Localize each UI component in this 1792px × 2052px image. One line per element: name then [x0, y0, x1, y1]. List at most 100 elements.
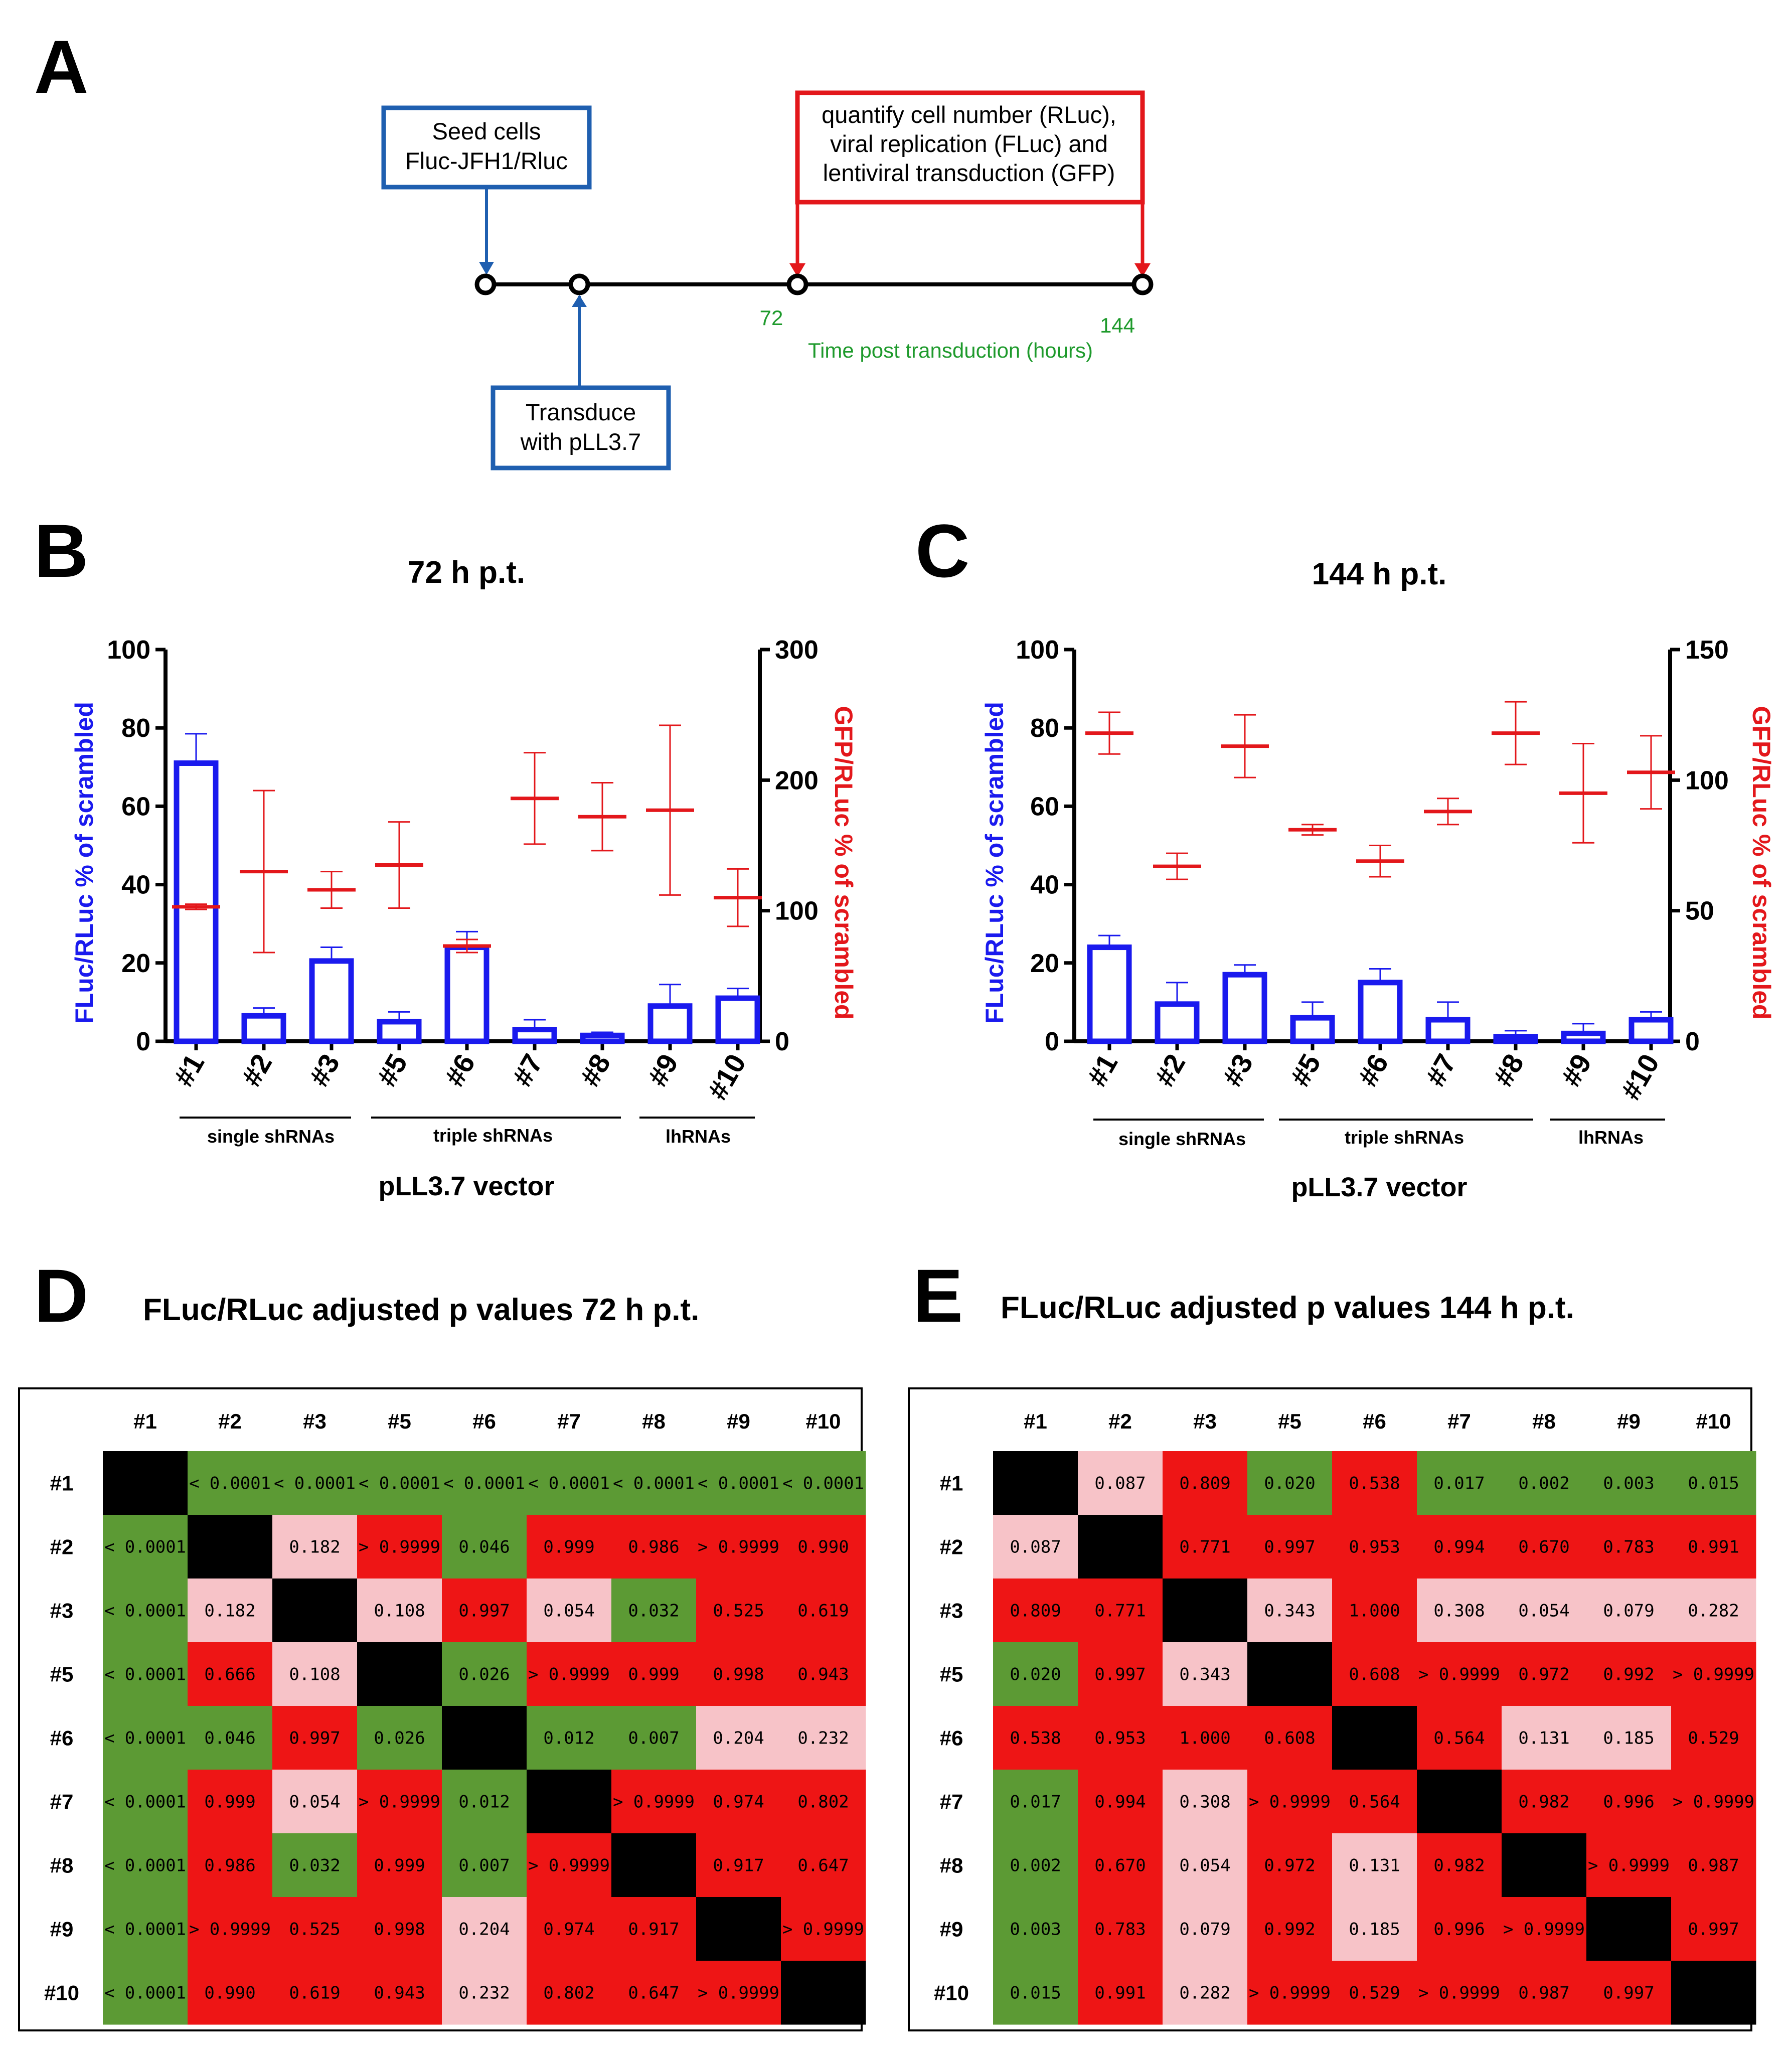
- matrix-diagonal-cell: [442, 1706, 527, 1770]
- chart-b-group-lhrnas: lhRNAs: [666, 1126, 731, 1147]
- matrix-cell-value: 0.991: [1688, 1537, 1739, 1557]
- matrix-cell: [1417, 1706, 1502, 1770]
- matrix-cell-value: 0.054: [1518, 1601, 1569, 1621]
- right-tick-label: 150: [1685, 636, 1729, 665]
- matrix-cell: [781, 1770, 866, 1834]
- matrix-column-header: #5: [388, 1409, 411, 1433]
- matrix-diagonal-cell: [188, 1515, 273, 1579]
- matrix-cell-value: 0.771: [1094, 1601, 1146, 1621]
- matrix-row-header: #1: [50, 1472, 74, 1495]
- matrix-cell: [1586, 1579, 1672, 1643]
- matrix-cell-value: 0.999: [204, 1792, 255, 1812]
- matrix-diagonal-cell: [1247, 1642, 1333, 1706]
- x-tick-label: #1: [1081, 1049, 1124, 1091]
- fluc-bar: [1493, 1034, 1538, 1044]
- matrix-cell: [1671, 1897, 1756, 1961]
- matrix-diagonal-cell: [103, 1451, 188, 1515]
- matrix-cell-value: 0.020: [1010, 1665, 1061, 1685]
- matrix-cell-value: > 0.9999: [359, 1537, 440, 1557]
- matrix-cell-value: 0.185: [1349, 1920, 1400, 1940]
- matrix-cell: [611, 1642, 697, 1706]
- fluc-bar: [377, 1019, 422, 1044]
- matrix-cell: [1332, 1833, 1417, 1898]
- transduce-box-line-1: Transduce: [526, 399, 636, 425]
- matrix-column-header: #10: [1696, 1409, 1731, 1433]
- chart-c-group-triple: triple shRNAs: [1345, 1127, 1464, 1148]
- timeline-point-72: [786, 273, 808, 295]
- left-tick-label: 20: [1030, 949, 1059, 978]
- matrix-cell: [1502, 1579, 1587, 1643]
- matrix-cell: [1586, 1451, 1672, 1515]
- matrix-cell: [1332, 1770, 1417, 1834]
- matrix-cell-value: 0.182: [289, 1537, 340, 1557]
- matrix-cell-value: 0.992: [1264, 1920, 1315, 1940]
- matrix-cell: [527, 1515, 612, 1579]
- matrix-cell-value: 0.997: [458, 1601, 510, 1621]
- matrix-cell: [993, 1515, 1078, 1579]
- matrix-cell: [103, 1515, 188, 1579]
- matrix-cell-value: 0.046: [458, 1537, 510, 1557]
- matrix-cell: [272, 1897, 358, 1961]
- matrix-column-header: #8: [642, 1409, 666, 1433]
- matrix-d-title: FLuc/RLuc adjusted p values 72 h p.t.: [143, 1293, 699, 1327]
- matrix-cell: [1671, 1706, 1756, 1770]
- matrix-cell-value: 0.974: [713, 1792, 764, 1812]
- matrix-cell: [527, 1706, 612, 1770]
- x-tick-label: #10: [1614, 1049, 1665, 1105]
- transduce-box-line-2: with pLL3.7: [520, 428, 641, 455]
- matrix-cell: [696, 1642, 781, 1706]
- matrix-cell: [993, 1770, 1078, 1834]
- matrix-cell-value: 0.282: [1688, 1601, 1739, 1621]
- matrix-cell: [527, 1579, 612, 1643]
- left-tick-label: 80: [1030, 714, 1059, 743]
- matrix-cell-value: 0.108: [289, 1665, 340, 1685]
- matrix-cell: [188, 1706, 273, 1770]
- left-tick-label: 0: [136, 1027, 150, 1056]
- matrix-column-header: #6: [472, 1409, 496, 1433]
- matrix-cell: [1671, 1451, 1756, 1515]
- matrix-cell-value: 0.997: [1688, 1920, 1739, 1940]
- left-tick-label: 40: [121, 871, 150, 900]
- matrix-cell-value: 0.991: [1094, 1983, 1146, 2003]
- x-tick-label: #1: [168, 1049, 211, 1091]
- panel-d-header: D FLuc/RLuc adjusted p values 72 h p.t.: [34, 1253, 699, 1338]
- panel-letter-e: E: [913, 1253, 963, 1338]
- timeline-point-144: [1131, 273, 1154, 295]
- matrix-cell-value: 0.987: [1518, 1983, 1569, 2003]
- tick-label-72: 72: [760, 306, 783, 330]
- matrix-cell-value: < 0.0001: [782, 1474, 864, 1494]
- matrix-cell-value: < 0.0001: [104, 1856, 186, 1876]
- matrix-cell: [188, 1897, 273, 1961]
- matrix-cell: [781, 1833, 866, 1898]
- matrix-column-header: #1: [133, 1409, 157, 1433]
- matrix-cell: [272, 1451, 358, 1515]
- matrix-cell: [103, 1961, 188, 2025]
- matrix-cell-value: < 0.0001: [443, 1474, 525, 1494]
- chart-b-group-triple: triple shRNAs: [433, 1125, 553, 1146]
- quantify-box-line-2: viral replication (FLuc) and: [830, 130, 1108, 157]
- x-tick-label: #2: [1149, 1049, 1192, 1091]
- chart-c-title: 144 h p.t.: [1312, 557, 1447, 591]
- matrix-cell-value: < 0.0001: [104, 1537, 186, 1557]
- matrix-cell-value: 0.007: [628, 1728, 679, 1749]
- matrix-cell-value: 0.994: [1094, 1792, 1146, 1812]
- matrix-cell: [188, 1642, 273, 1706]
- matrix-cell: [103, 1579, 188, 1643]
- matrix-cell: [1163, 1451, 1248, 1515]
- matrix-cell-value: 0.997: [1094, 1665, 1146, 1685]
- matrix-column-header: #3: [303, 1409, 327, 1433]
- seed-box-line-2: Fluc-JFH1/Rluc: [405, 147, 568, 174]
- matrix-column-header: #7: [1447, 1409, 1471, 1433]
- matrix-column-header: #7: [557, 1409, 581, 1433]
- quantify-arrow-72-head: [789, 263, 805, 277]
- matrix-cell: [696, 1833, 781, 1898]
- matrix-cell: [1332, 1515, 1417, 1579]
- matrix-cell: [1163, 1515, 1248, 1579]
- matrix-cell: [357, 1451, 442, 1515]
- matrix-cell-value: 0.809: [1010, 1601, 1061, 1621]
- matrix-cell: [1502, 1642, 1587, 1706]
- matrix-cell: [1502, 1451, 1587, 1515]
- matrix-cell-value: 0.992: [1603, 1665, 1654, 1685]
- matrix-diagonal-cell: [1163, 1579, 1248, 1643]
- left-tick-label: 100: [1016, 636, 1059, 665]
